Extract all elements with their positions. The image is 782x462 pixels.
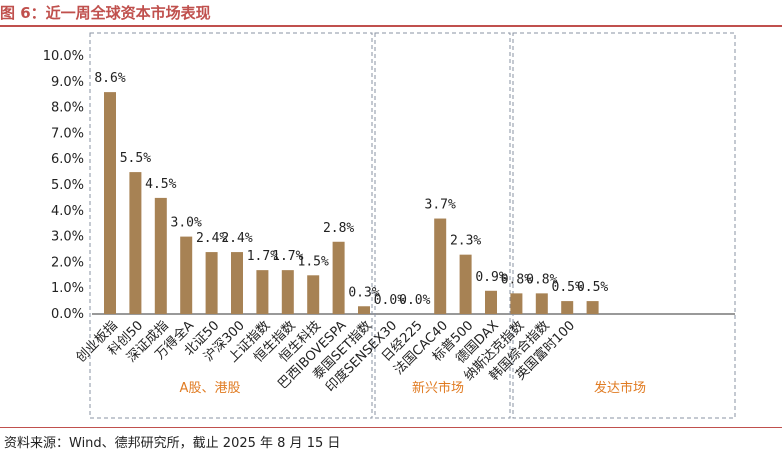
bar bbox=[358, 306, 370, 314]
y-tick-label: 7.0% bbox=[51, 126, 84, 141]
group-box bbox=[89, 32, 373, 419]
bar bbox=[434, 218, 447, 314]
data-label: 2.4% bbox=[196, 231, 227, 246]
data-label: 3.7% bbox=[425, 198, 456, 213]
data-label: 4.5% bbox=[145, 177, 176, 192]
y-tick-label: 3.0% bbox=[51, 230, 84, 245]
bar bbox=[154, 197, 167, 314]
y-tick-label: 5.0% bbox=[51, 178, 84, 193]
data-label: 1.7% bbox=[247, 249, 278, 264]
bar bbox=[231, 252, 243, 314]
data-label: 3.0% bbox=[171, 216, 202, 231]
y-tick-label: 4.0% bbox=[51, 204, 84, 219]
y-tick-label: 2.0% bbox=[51, 255, 84, 270]
bar bbox=[561, 301, 574, 314]
data-label: 0.9% bbox=[475, 270, 506, 285]
bar bbox=[459, 254, 472, 314]
bar bbox=[180, 236, 193, 314]
bar bbox=[129, 172, 142, 314]
bar bbox=[205, 252, 218, 314]
data-label: 2.3% bbox=[450, 234, 481, 249]
data-label: 0.5% bbox=[577, 280, 608, 295]
bar bbox=[281, 270, 294, 314]
data-label: 0.8% bbox=[501, 272, 532, 287]
group-box bbox=[512, 32, 736, 419]
y-tick-label: 9.0% bbox=[51, 75, 84, 90]
bar bbox=[485, 290, 497, 314]
data-label: 0.0% bbox=[374, 293, 405, 308]
bar bbox=[586, 301, 599, 314]
y-tick-label: 1.0% bbox=[51, 281, 84, 296]
bar bbox=[104, 92, 116, 315]
group-label: 发达市场 bbox=[594, 380, 646, 396]
data-label: 1.7% bbox=[272, 249, 303, 264]
group-label: 新兴市场 bbox=[412, 380, 464, 396]
bar bbox=[256, 270, 269, 314]
data-label: 0.3% bbox=[348, 285, 379, 300]
bar bbox=[332, 241, 345, 314]
y-tick-label: 6.0% bbox=[51, 152, 84, 167]
data-label: 2.8% bbox=[323, 221, 354, 236]
y-tick-label: 0.0% bbox=[51, 307, 84, 322]
bar-chart: 0.0% 1.0% 2.0% 3.0% 4.0% 5.0% 6.0% 7.0% 8.0% 9.0%… bbox=[43, 32, 736, 419]
data-label: 5.5% bbox=[120, 151, 151, 166]
source-divider bbox=[0, 427, 782, 428]
data-label: 2.4% bbox=[221, 231, 252, 246]
data-label: 8.6% bbox=[94, 71, 125, 86]
chart-title: 图 6：近一周全球资本市场表现 bbox=[0, 4, 211, 22]
data-label: 0.0% bbox=[399, 293, 430, 308]
source-note: 资料来源：Wind、德邦研究所，截止 2025 年 8 月 15 日 bbox=[4, 436, 341, 451]
data-label: 0.5% bbox=[552, 280, 583, 295]
y-tick-label: 8.0% bbox=[51, 101, 84, 116]
group-box bbox=[374, 32, 511, 419]
data-label: 1.5% bbox=[298, 254, 329, 269]
bar bbox=[307, 275, 320, 314]
data-label: 0.8% bbox=[526, 272, 557, 287]
y-tick-label: 10.0% bbox=[43, 49, 84, 64]
bar bbox=[510, 293, 523, 314]
group-label: A股、港股 bbox=[180, 381, 241, 396]
title-divider bbox=[0, 25, 782, 27]
bar bbox=[535, 293, 548, 314]
